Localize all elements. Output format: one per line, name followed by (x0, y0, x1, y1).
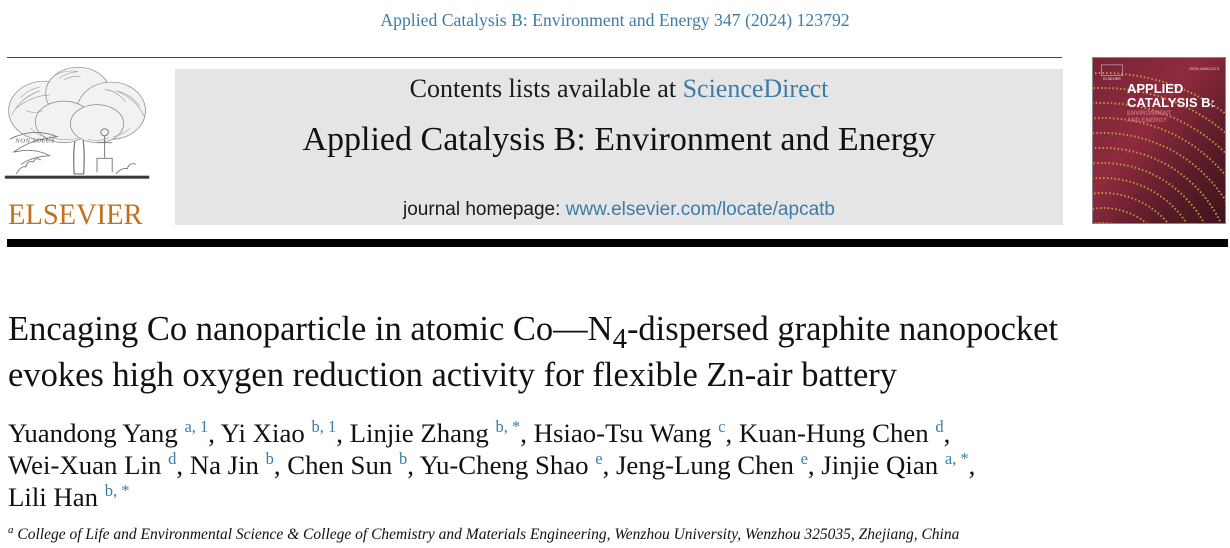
svg-text:NON SOLUS: NON SOLUS (14, 138, 55, 145)
svg-text:ELSEVIER: ELSEVIER (1103, 77, 1121, 81)
